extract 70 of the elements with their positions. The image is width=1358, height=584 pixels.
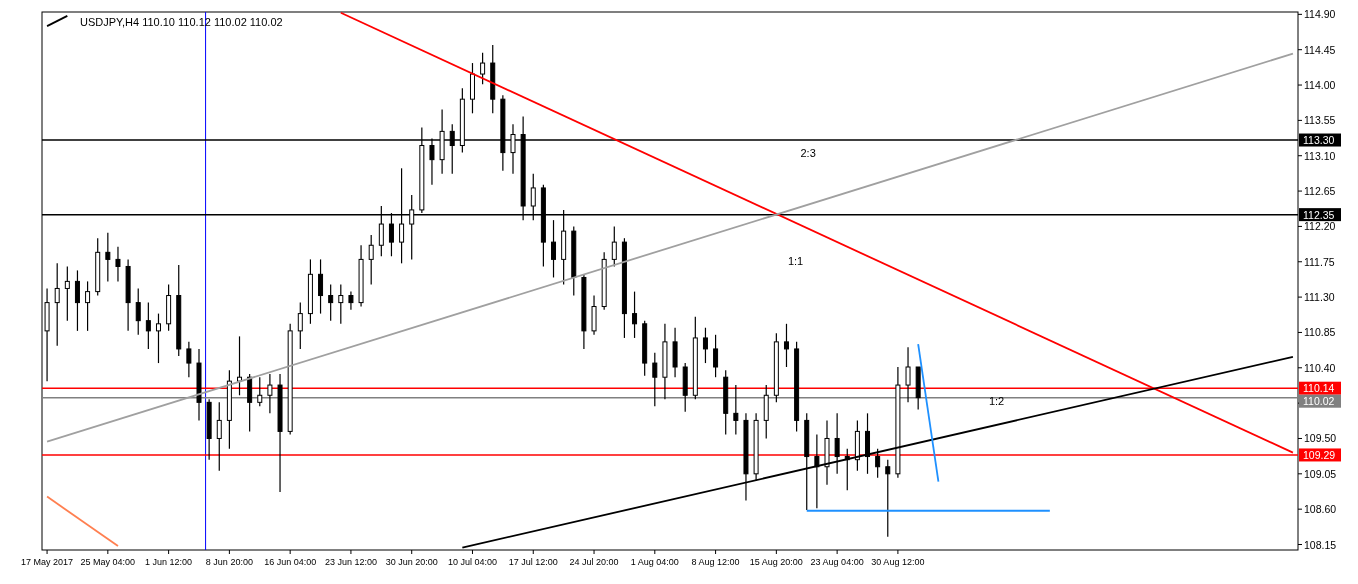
candlestick [85, 280, 91, 332]
candlestick [885, 459, 891, 538]
y-tick-label: 111.30 [1304, 291, 1335, 304]
ref-line-label: 110.14 [1303, 382, 1335, 395]
candlestick [348, 291, 354, 311]
candlestick [54, 262, 60, 347]
y-tick-label: 112.20 [1304, 220, 1336, 233]
x-tick-label: 10 Jul 04:00 [447, 557, 498, 567]
y-tick-label: 110.40 [1304, 361, 1336, 374]
x-tick-label: 15 Aug 20:00 [749, 557, 803, 567]
y-tick-label: 113.55 [1304, 114, 1336, 127]
candlestick [155, 312, 161, 364]
candlestick [905, 346, 911, 403]
x-tick-label: 30 Jun 20:00 [385, 557, 438, 567]
candlestick [186, 341, 192, 378]
candlestick [74, 269, 80, 332]
y-tick-label: 111.75 [1304, 255, 1335, 268]
candlestick [145, 302, 151, 350]
y-tick-label: 112.65 [1304, 185, 1336, 198]
candlestick [783, 323, 789, 368]
candlestick [64, 265, 70, 322]
candlestick [257, 376, 263, 407]
candlestick [328, 283, 334, 322]
annotation: 2:3 [800, 147, 816, 160]
x-tick-label: 17 Jul 12:00 [508, 557, 558, 567]
candlestick [115, 246, 121, 282]
candlestick [267, 373, 273, 414]
candlestick [702, 327, 708, 364]
candlestick [135, 287, 141, 336]
x-tick-label: 8 Jun 20:00 [205, 557, 253, 567]
ref-line-label: 109.29 [1303, 448, 1336, 461]
candlestick [338, 283, 344, 325]
x-tick-label: 1 Jun 12:00 [145, 557, 193, 567]
y-tick-label: 114.45 [1304, 43, 1336, 56]
y-tick-label: 108.15 [1304, 538, 1337, 551]
y-tick-label: 114.00 [1304, 79, 1336, 92]
candlestick [713, 334, 719, 378]
ref-line-label: 110.02 [1303, 395, 1335, 408]
ref-line-label: 112.35 [1303, 208, 1335, 221]
candlestick [318, 258, 324, 315]
y-tick-label: 108.60 [1304, 503, 1337, 516]
candlestick [105, 232, 111, 282]
x-tick-label: 17 May 2017 [21, 557, 74, 567]
ref-line-label: 113.30 [1303, 134, 1335, 147]
y-tick-label: 109.05 [1304, 467, 1337, 480]
candlestick [216, 401, 222, 472]
x-tick-label: 23 Jun 12:00 [324, 557, 377, 567]
candlestick [834, 412, 840, 475]
annotation: 1:2 [988, 394, 1005, 407]
x-tick-label: 16 Jun 04:00 [264, 557, 317, 567]
candlestick [733, 384, 739, 436]
candlestick [480, 52, 486, 85]
x-tick-label: 1 Aug 04:00 [630, 557, 679, 567]
candlestick [652, 352, 658, 407]
y-tick-label: 109.50 [1304, 432, 1337, 445]
candlestick [368, 234, 374, 286]
x-tick-label: 23 Aug 04:00 [810, 557, 864, 567]
candlestick [875, 448, 881, 479]
x-tick-label: 24 Jul 20:00 [569, 557, 619, 567]
x-tick-label: 30 Aug 12:00 [871, 557, 925, 567]
candlestick [297, 302, 303, 350]
y-tick-label: 113.10 [1304, 149, 1336, 162]
x-tick-label: 25 May 04:00 [80, 557, 136, 567]
y-tick-label: 110.85 [1304, 326, 1336, 339]
candlestick [551, 219, 557, 279]
annotation: 1:1 [787, 254, 804, 267]
candlestick [632, 291, 638, 339]
x-tick-label: 8 Aug 12:00 [691, 557, 740, 567]
y-tick-label: 114.90 [1304, 8, 1336, 21]
candlestick [814, 433, 820, 509]
